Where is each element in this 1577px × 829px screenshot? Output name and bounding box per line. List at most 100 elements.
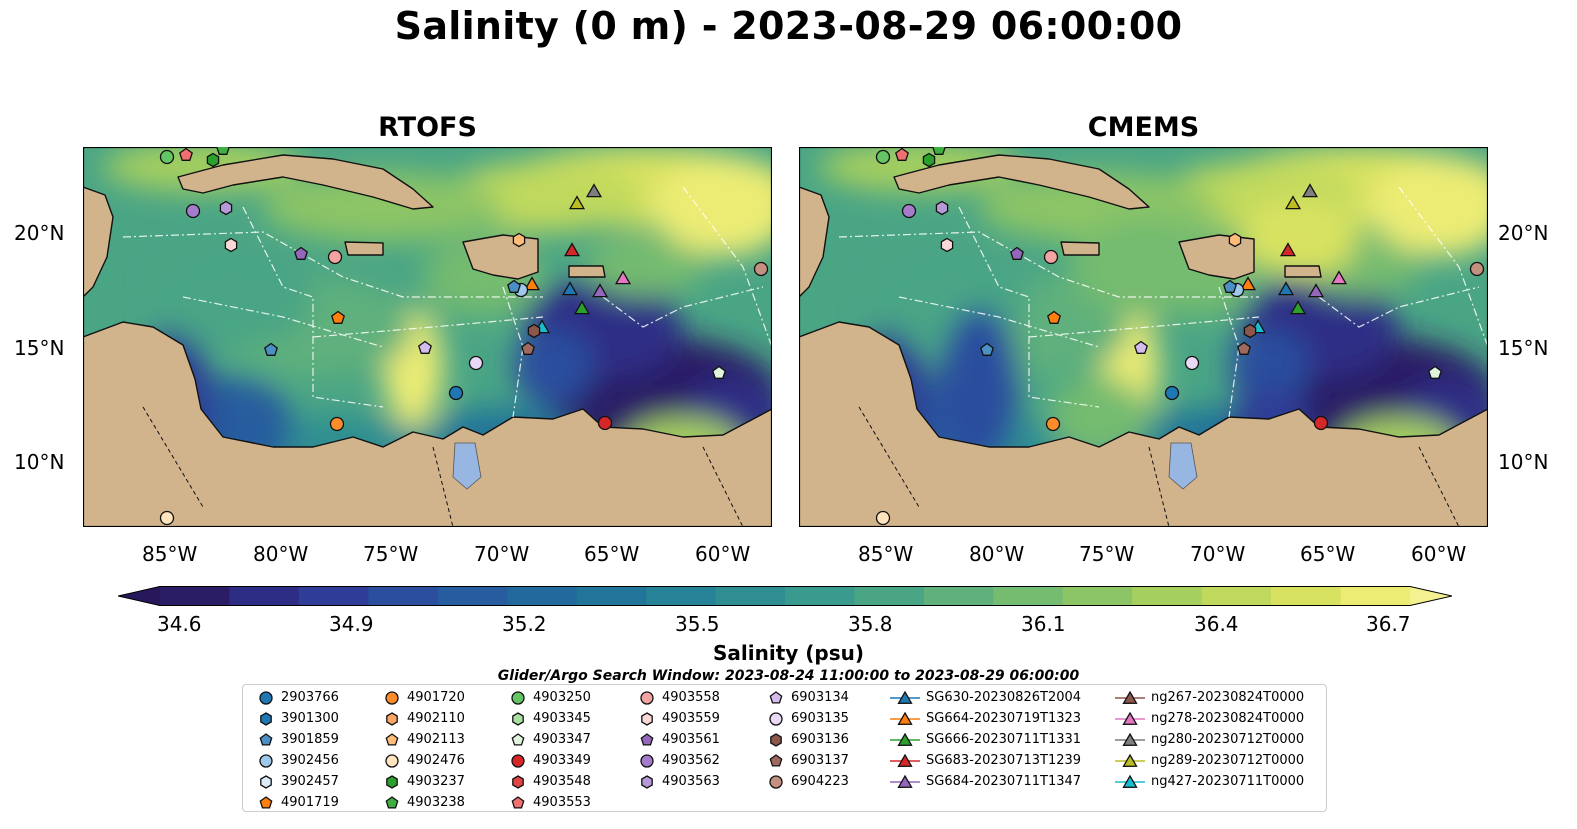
legend-label: ng267-20230824T0000 [1151, 690, 1305, 705]
legend-item: 4903250 [509, 687, 591, 708]
legend-item: 6903136 [767, 729, 849, 750]
legend-marker [640, 753, 654, 768]
legend-label: 3902457 [281, 774, 339, 789]
legend-item: SG684-20230711T1347 [890, 771, 1081, 792]
legend-label: 4903237 [407, 774, 465, 789]
argo-float-marker [895, 147, 909, 161]
argo-float-marker [980, 342, 994, 356]
legend-item: 4903347 [509, 729, 591, 750]
rtofs-salinity-map [83, 147, 772, 527]
argo-float-marker [1184, 355, 1200, 371]
legend-marker [769, 690, 783, 704]
lake [1168, 442, 1198, 490]
legend-item: 3902456 [257, 750, 339, 771]
argo-float-marker [224, 237, 238, 253]
glider-marker [1277, 281, 1295, 296]
glider-marker [1279, 242, 1297, 257]
argo-float-marker [1428, 365, 1442, 379]
legend-marker [260, 774, 272, 789]
legend-marker [897, 732, 913, 746]
legend-marker [259, 690, 273, 705]
legend-label: ng280-20230712T0000 [1151, 732, 1305, 747]
eez-boundaries [838, 186, 1488, 418]
legend-item: 2903766 [257, 687, 339, 708]
legend-marker [640, 690, 654, 705]
legend-label: 2903766 [281, 690, 339, 705]
legend-label: 3902456 [281, 753, 339, 768]
hexagon-marker-icon [386, 774, 398, 789]
circle-marker-icon [385, 753, 399, 768]
colorbar-bin [715, 586, 786, 606]
colorbar-tick: 34.6 [157, 612, 202, 636]
colorbar-bin [1201, 586, 1272, 606]
argo-float-marker [1010, 246, 1024, 260]
argo-float-marker [206, 152, 220, 168]
colorbar-extend-low [118, 586, 160, 606]
legend-label: 6903134 [791, 690, 849, 705]
argo-float-marker [875, 510, 891, 526]
hexagon-marker-icon [386, 711, 398, 726]
legend-item: 4903548 [509, 771, 591, 792]
argo-float-marker [901, 203, 917, 219]
colorbar-bin [1340, 586, 1411, 606]
legend-label: 4902476 [407, 753, 465, 768]
circle-marker-icon [640, 753, 654, 768]
lon-label-60w-left: 60°W [695, 542, 751, 566]
legend-item: 4903237 [383, 771, 465, 792]
map-panel-rtofs [83, 147, 772, 527]
legend-marker [1122, 753, 1138, 767]
legend-marker [1122, 711, 1138, 725]
legend-marker [511, 690, 525, 705]
hexagon-marker-icon [770, 732, 782, 747]
map-panel-cmems [799, 147, 1488, 527]
legend-label: ng427-20230711T0000 [1151, 774, 1305, 789]
argo-float-marker [1237, 341, 1251, 355]
legend-label: SG684-20230711T1347 [926, 774, 1082, 789]
panel-title-cmems: CMEMS [1087, 112, 1200, 143]
lon-label-80w-left: 80°W [253, 542, 309, 566]
legend-label: 3901859 [281, 732, 339, 747]
argo-float-marker [159, 149, 175, 165]
lon-label-70w-left: 70°W [474, 542, 530, 566]
legend-item: 4903562 [638, 750, 720, 771]
legend-item: 3901859 [257, 729, 339, 750]
legend-label: ng278-20230824T0000 [1151, 711, 1305, 726]
pentagon-marker-icon [511, 795, 525, 809]
legend-label: 4903345 [533, 711, 591, 726]
colorbar-bin [646, 586, 717, 606]
glider-marker [1289, 300, 1307, 315]
argo-float-marker [507, 279, 521, 293]
argo-float-marker [1043, 249, 1059, 265]
colorbar-bin [923, 586, 994, 606]
argo-float-marker [264, 342, 278, 356]
colorbar-bin [160, 586, 231, 606]
pentagon-marker-icon [385, 795, 399, 809]
triangle-marker-icon [1115, 732, 1145, 746]
colorbar-bin [507, 586, 578, 606]
legend-marker [511, 795, 525, 809]
lon-label-75w-right: 75°W [1079, 542, 1135, 566]
lat-label-15n-right: 15°N [1498, 336, 1549, 360]
triangle-marker-icon [890, 774, 920, 788]
legend-item: 3902457 [257, 771, 339, 792]
glider-marker [1307, 283, 1325, 298]
legend-label: SG666-20230711T1331 [926, 732, 1082, 747]
colorbar-gradient [117, 586, 1453, 606]
legend-marker [897, 711, 913, 725]
eez-boundaries [122, 186, 772, 418]
circle-marker-icon [385, 690, 399, 705]
colorbar-bin [1062, 586, 1133, 606]
legend-item: SG664-20230719T1323 [890, 708, 1081, 729]
argo-float-marker [935, 200, 949, 216]
legend-item: 6903137 [767, 750, 849, 771]
argo-float-marker [1228, 232, 1242, 248]
legend-label: 3901300 [281, 711, 339, 726]
legend: 2903766 3901300 3901859 3902456 3902457 49017… [242, 684, 1327, 812]
argo-float-marker [1469, 261, 1485, 277]
legend-item: ng280-20230712T0000 [1115, 729, 1304, 750]
legend-label: ng289-20230712T0000 [1151, 753, 1305, 768]
cmems-salinity-map [799, 147, 1488, 527]
legend-marker [769, 753, 783, 767]
legend-marker [385, 753, 399, 768]
argo-float-marker [327, 249, 343, 265]
